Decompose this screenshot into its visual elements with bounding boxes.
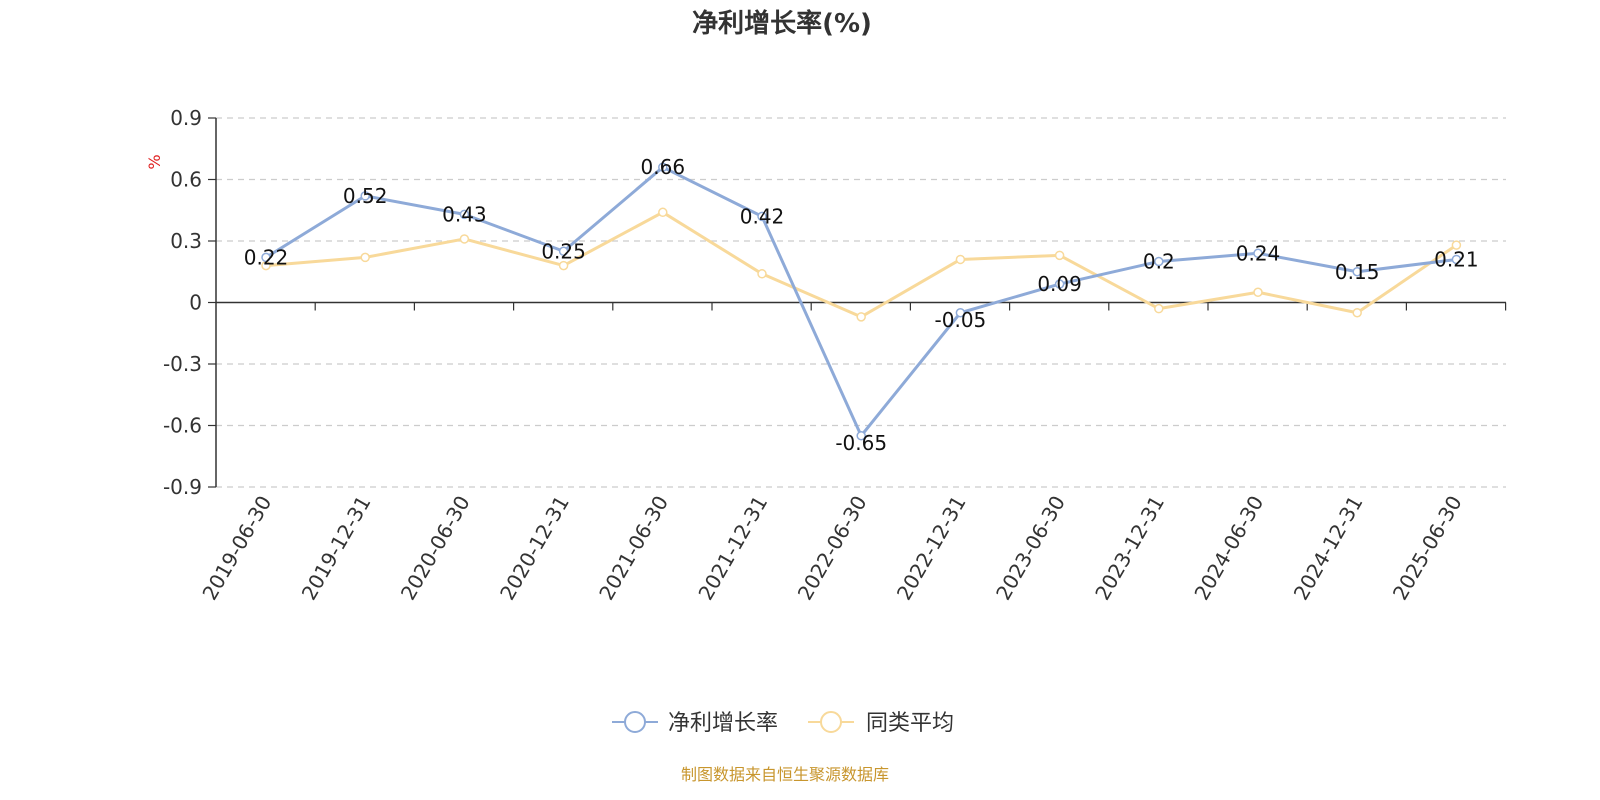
data-point-series-2[interactable] [757,269,767,279]
data-label: -0.05 [935,308,987,332]
y-tick-label: -0.3 [163,352,202,376]
x-tick-label: 2023-12-31 [1090,492,1169,605]
data-point-series-1[interactable] [261,252,271,263]
data-point-series-2[interactable] [459,234,470,244]
x-tick-label: 2022-06-30 [793,492,872,605]
data-point-series-1[interactable] [1054,279,1065,289]
data-point-series-1[interactable] [856,431,866,441]
x-tick-label: 2019-12-31 [297,492,376,605]
legend-label-series-2: 同类平均 [866,711,954,736]
x-tick-label: 2025-06-30 [1388,492,1467,605]
data-label: -0.65 [835,431,887,455]
x-tick-label: 2022-12-31 [892,492,971,605]
x-tick-label: 2020-06-30 [396,492,475,605]
x-tick-label: 2020-12-31 [495,492,574,605]
data-point-series-1[interactable] [955,308,966,318]
data-point-series-1[interactable] [757,211,767,222]
y-tick-label: 0.9 [170,106,202,130]
y-tick-label: 0 [189,291,202,315]
data-label: 0.24 [1236,241,1281,265]
data-label: 0.52 [343,184,388,208]
data-point-series-1[interactable] [1154,256,1164,267]
x-tick-label: 2024-12-31 [1289,492,1368,605]
data-point-series-2[interactable] [1154,303,1164,314]
y-tick-label: 0.6 [170,168,202,192]
data-point-series-1[interactable] [1451,254,1462,265]
x-tick-label: 2023-06-30 [991,492,1070,605]
data-point-series-1[interactable] [558,246,569,256]
data-labels: 0.22 0.52 0.43 0.25 0.66 0.42 -0.65 -0.05 0.09 0.… [244,155,1479,455]
data-point-series-1[interactable] [459,209,470,220]
data-point-series-2[interactable] [658,207,668,218]
data-point-series-1[interactable] [360,191,370,201]
x-tick-label: 2024-06-30 [1189,492,1268,605]
data-label: 0.43 [442,202,487,226]
data-label: 0.15 [1335,260,1380,284]
y-tick-labels: 0.9 0.6 0.3 0 -0.3 -0.6 -0.9 [163,106,202,499]
x-tick-label: 2019-06-30 [197,492,276,605]
data-point-series-1[interactable] [1253,248,1263,259]
data-label: 0.2 [1143,250,1175,274]
legend-label-series-1: 净利增长率 [668,711,778,736]
data-label: 0.22 [244,245,289,269]
data-point-series-2[interactable] [955,254,966,265]
data-label: 0.66 [641,155,686,179]
legend-item-series-1[interactable]: 净利增长率 [612,711,778,736]
data-point-series-2[interactable] [1253,287,1263,297]
data-point-series-2[interactable] [1054,250,1065,261]
y-tick-label: -0.9 [163,475,202,499]
grid-lines [216,117,1506,488]
legend: 净利增长率 同类平均 [612,711,954,736]
data-label: 0.42 [740,204,785,228]
y-tick-label: -0.6 [163,414,202,438]
series-lines [261,162,1462,441]
x-tick-label: 2021-06-30 [594,492,673,605]
data-point-series-1[interactable] [658,162,668,172]
data-label: 0.09 [1037,272,1082,296]
data-point-series-2[interactable] [1352,308,1362,318]
x-tick-labels: 2019-06-30 2019-12-31 2020-06-30 2020-12-31… [197,492,1466,605]
data-point-series-2[interactable] [360,252,370,263]
axes [208,117,1507,488]
data-point-series-2[interactable] [558,260,569,271]
y-axis-unit: % [145,154,164,169]
data-point-series-2[interactable] [1451,240,1462,250]
data-point-series-2[interactable] [856,312,866,322]
data-source-note: 制图数据来自恒生聚源数据库 [681,765,889,784]
chart-title: 净利增长率(%) [692,8,872,39]
x-tick-label: 2021-12-31 [693,492,772,605]
data-label: 0.25 [541,239,586,263]
legend-item-series-2[interactable]: 同类平均 [808,711,954,736]
data-label: 0.21 [1434,247,1479,271]
y-tick-label: 0.3 [170,229,202,253]
data-point-series-1[interactable] [1352,267,1362,277]
